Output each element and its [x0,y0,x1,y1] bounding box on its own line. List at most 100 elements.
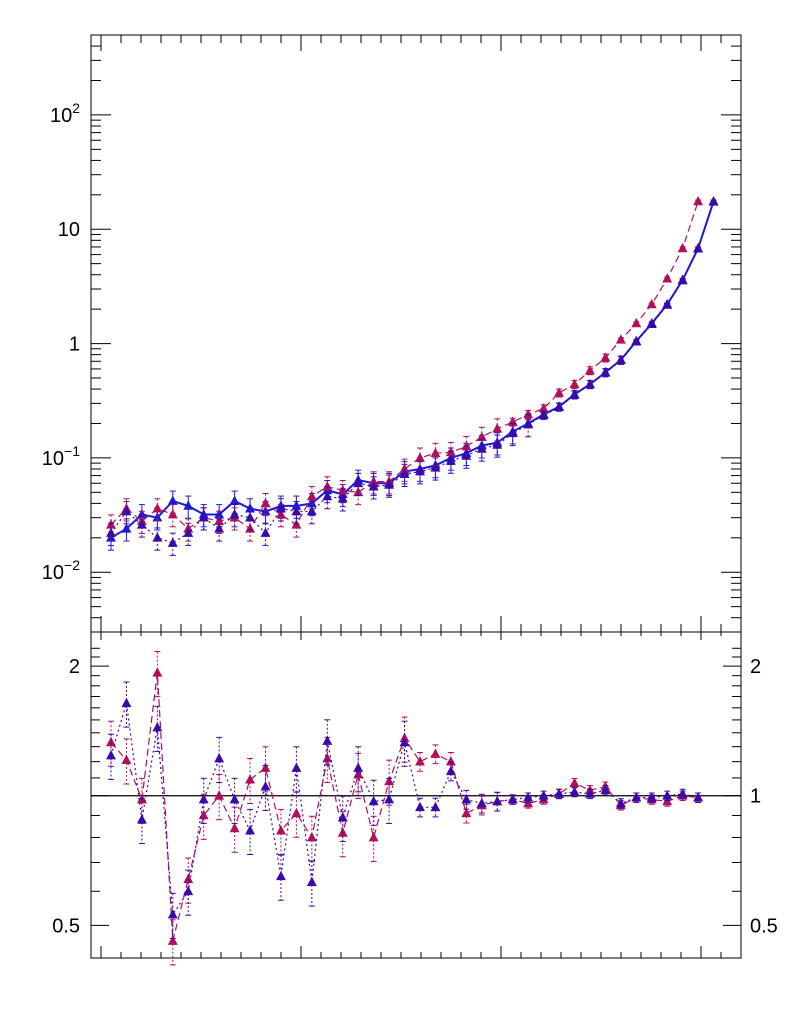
ratio-purple-point [353,762,364,772]
ratio-purple-point [492,795,503,806]
upper-purple-point [399,468,410,479]
ratio-magenta-point [384,775,395,786]
ratio-purple-point [214,753,225,763]
ratio-purple-point [136,814,147,824]
y-tick-label: 1 [69,334,80,356]
upper-magenta-point [260,497,271,508]
upper-magenta-point [600,352,611,362]
upper-purple-point [106,527,116,537]
upper-magenta-point [615,334,626,344]
upper-magenta-point [554,387,564,397]
ratio-magenta-point [430,748,441,758]
ratio-purple-point [600,784,611,795]
y-tick-label: 10 [58,219,80,241]
upper-magenta-point [662,273,673,283]
ratio-purple-point [198,794,209,804]
upper-purple-point [167,537,178,547]
upper-purple-point [198,512,209,522]
ratio-purple-point [121,697,132,708]
upper-magenta-point [646,298,657,309]
y-tick-label: 10−2 [42,557,80,584]
ratio-magenta-point [152,667,163,677]
ratio-magenta-point [306,831,317,842]
ratio-y-tick-labels: 2 0.5 2 1 0.5 [52,656,778,937]
upper-purple-point [600,367,611,377]
upper-magenta-point [322,481,333,491]
upper-purple-point [276,503,286,513]
ratio-magenta-point [291,807,302,818]
upper-purple-point [646,318,657,328]
upper-series [106,195,719,556]
y-tick-label-left: 2 [69,656,80,678]
ratio-purple-point [662,790,673,800]
ratio-purple-point [631,792,642,802]
y-tick-label: 102 [50,100,80,127]
upper-y-tick-labels: 10−2 10−1 1 10 102 [42,100,80,584]
ratio-purple-point [106,750,116,760]
upper-blue-point [291,500,302,510]
upper-purple-point [260,527,271,537]
upper-magenta-point [585,365,595,375]
ratio-magenta-point [415,756,425,766]
ratio-purple-point [322,735,333,745]
ratio-purple-point [384,794,395,804]
upper-purple-point [693,243,704,253]
ratio-purple-point [415,801,425,812]
upper-magenta-point [368,476,379,486]
upper-purple-point [229,508,240,519]
ratio-purple-point [306,876,317,887]
upper-purple-point [183,527,194,537]
upper-purple-point [677,275,688,285]
upper-purple-point [306,505,317,516]
ratio-magenta-point [276,825,286,835]
upper-purple-point [569,389,580,399]
ratio-purple-point [245,825,255,835]
upper-blue-point [214,508,225,519]
upper-purple-point [538,409,549,420]
upper-purple-point [136,519,147,529]
upper-magenta-point [538,403,549,413]
upper-magenta-point [523,408,534,419]
upper-purple-point [585,379,595,389]
upper-purple-point [152,532,163,542]
ratio-purple-point [152,722,163,732]
upper-plot-panel: 10−2 10−1 1 10 102 [42,34,742,633]
ratio-purple-point [461,794,472,804]
ratio-purple-point [677,788,688,798]
ratio-purple-point [585,788,595,798]
upper-purple-point [291,505,302,516]
upper-purple-point [337,493,348,503]
upper-magenta-line [110,201,699,530]
y-tick-label-right: 1 [750,786,761,808]
upper-blue-point [183,500,194,510]
upper-magenta-point [152,503,163,513]
ratio-magenta-point [368,831,379,842]
upper-purple-point [492,439,503,449]
upper-magenta-point [430,447,441,458]
ratio-purple-point [507,794,518,804]
ratio-purple-point [167,908,178,919]
ratio-purple-line [110,703,699,917]
ratio-magenta-point [229,822,240,833]
ratio-purple-point [554,788,564,798]
upper-purple-point [245,512,255,522]
ratio-purple-point [337,812,348,822]
ratio-magenta-point [214,790,225,800]
upper-magenta-point [492,423,503,433]
upper-purple-point [507,427,518,438]
upper-magenta-point [677,242,688,253]
upper-blue-line [110,201,715,539]
ratio-magenta-point [167,935,178,945]
ratio-purple-point [523,792,534,802]
upper-purple-point [415,466,425,476]
upper-blue-point [167,495,178,505]
upper-purple-point [353,477,364,488]
upper-purple-point [662,299,673,309]
ratio-purple-point [476,797,487,808]
upper-purple-point [523,418,534,429]
ratio-purple-point [260,781,271,791]
ratio-purple-point [183,885,194,896]
ratio-purple-point [291,762,302,772]
